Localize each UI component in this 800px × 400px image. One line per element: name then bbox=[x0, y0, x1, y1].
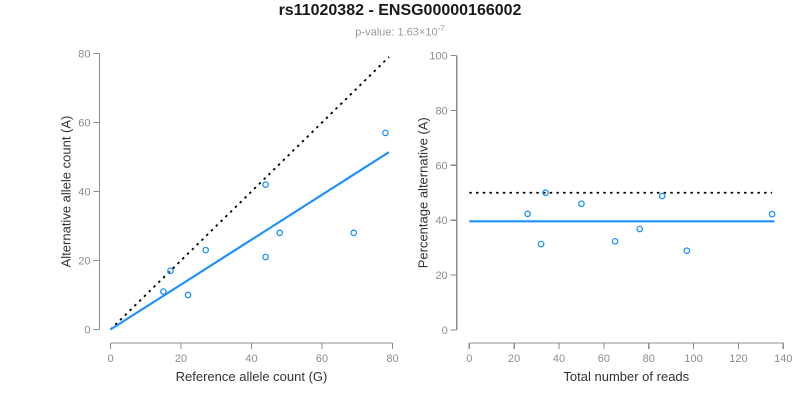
pvalue-text: p-value: 1.63×10 bbox=[355, 26, 438, 39]
left-y-tick-label: 60 bbox=[78, 118, 90, 130]
right-x-tick-label: 0 bbox=[466, 353, 472, 365]
left-x-tick-label: 80 bbox=[386, 353, 398, 365]
right-x-tick-label: 20 bbox=[508, 353, 520, 365]
right-y-tick-label: 40 bbox=[435, 215, 447, 227]
left-data-point bbox=[262, 253, 269, 261]
left-y-tick-label: 80 bbox=[78, 49, 90, 61]
left-data-point bbox=[160, 288, 167, 295]
right-y-tick-label: 60 bbox=[435, 160, 447, 172]
right-data-point bbox=[542, 189, 549, 197]
left-y-axis-title: Alternative allele count (A) bbox=[59, 116, 74, 268]
left-reference-dotted-line bbox=[109, 56, 390, 331]
figure-subtitle: p-value: 1.63×10-7 bbox=[0, 22, 800, 40]
pvalue-exponent: -7 bbox=[437, 24, 445, 33]
left-x-tick-label: 20 bbox=[175, 353, 187, 365]
left-y-tick-label: 20 bbox=[78, 256, 90, 268]
right-x-tick-label: 120 bbox=[729, 353, 747, 365]
left-y-tick-label: 0 bbox=[84, 325, 90, 337]
left-data-point bbox=[202, 246, 210, 254]
left-x-axis-title: Reference allele count (G) bbox=[176, 369, 328, 384]
left-y-tick-label: 40 bbox=[78, 187, 90, 199]
right-y-tick-label: 100 bbox=[429, 51, 447, 63]
right-data-point bbox=[537, 240, 545, 248]
right-data-point bbox=[524, 210, 531, 218]
left-data-point bbox=[184, 291, 192, 299]
left-x-tick-label: 40 bbox=[245, 353, 257, 365]
left-x-tick-label: 60 bbox=[316, 353, 328, 365]
left-data-point bbox=[276, 229, 284, 237]
right-data-point bbox=[768, 210, 776, 218]
right-y-tick-label: 20 bbox=[435, 270, 447, 282]
left-fit-line bbox=[109, 151, 390, 331]
left-data-point bbox=[167, 267, 174, 275]
right-x-axis-title: Total number of reads bbox=[563, 369, 689, 384]
right-x-tick-label: 60 bbox=[598, 353, 610, 365]
right-x-tick-label: 40 bbox=[553, 353, 565, 365]
right-data-point bbox=[683, 247, 691, 255]
left-data-point bbox=[382, 129, 389, 137]
right-data-point bbox=[636, 225, 644, 233]
right-data-point bbox=[658, 192, 666, 200]
right-x-tick-label: 100 bbox=[684, 353, 702, 365]
right-y-tick-label: 0 bbox=[442, 325, 448, 337]
left-data-point bbox=[262, 181, 269, 188]
left-data-point bbox=[350, 229, 358, 237]
right-y-axis-title: Percentage alternative (A) bbox=[416, 117, 431, 268]
left-x-tick-label: 0 bbox=[107, 353, 113, 365]
right-data-point bbox=[578, 200, 585, 208]
right-data-point bbox=[611, 237, 619, 245]
right-y-tick-label: 80 bbox=[435, 105, 447, 117]
right-x-tick-label: 80 bbox=[643, 353, 655, 365]
right-x-tick-label: 140 bbox=[774, 353, 792, 365]
figure-title: rs11020382 - ENSG00000166002 bbox=[278, 2, 522, 19]
